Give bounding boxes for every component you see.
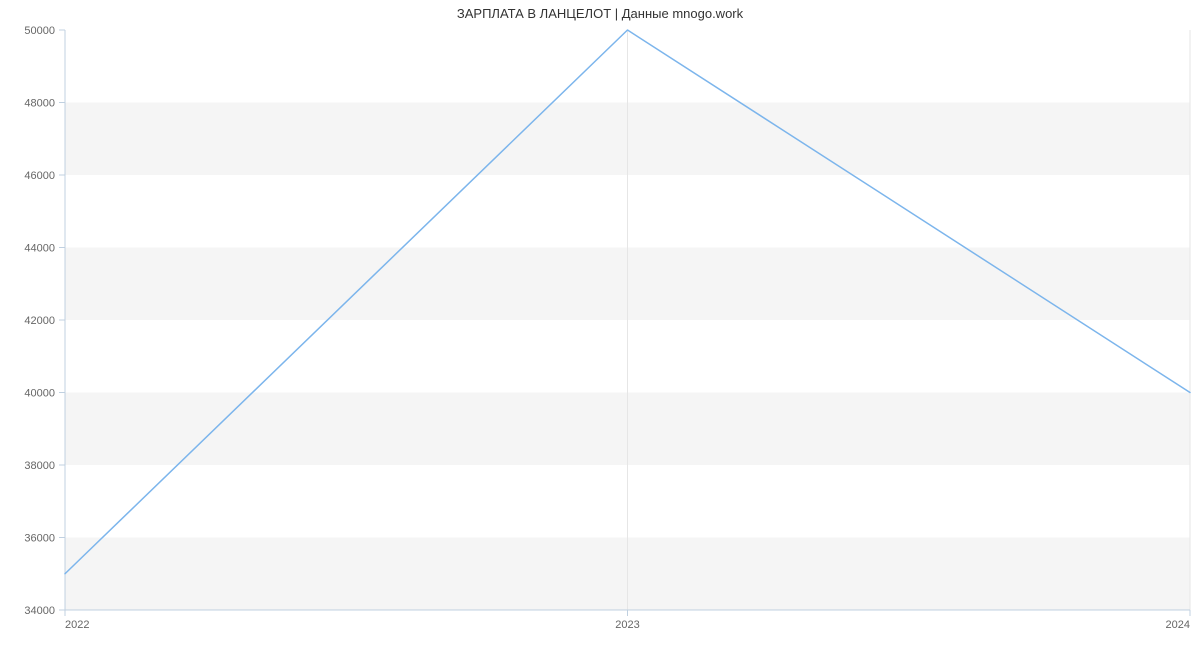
y-tick-label: 46000 [24, 170, 55, 182]
chart-svg: 34000 36000 38000 40000 42000 44000 46000 48000… [0, 0, 1200, 650]
salary-chart: ЗАРПЛАТА В ЛАНЦЕЛОТ | Данные mnogo.work … [0, 0, 1200, 650]
y-tick-label: 34000 [24, 605, 55, 617]
y-tick-label: 38000 [24, 460, 55, 472]
y-tick-label: 44000 [24, 243, 55, 255]
y-tick-label: 40000 [24, 388, 55, 400]
y-tick-label: 50000 [24, 25, 55, 37]
x-tick-label: 2022 [65, 619, 89, 631]
x-tick-label: 2024 [1166, 619, 1190, 631]
y-tick-label: 48000 [24, 98, 55, 110]
x-tick-label: 2023 [615, 619, 639, 631]
y-tick-label: 42000 [24, 315, 55, 327]
y-tick-label: 36000 [24, 533, 55, 545]
